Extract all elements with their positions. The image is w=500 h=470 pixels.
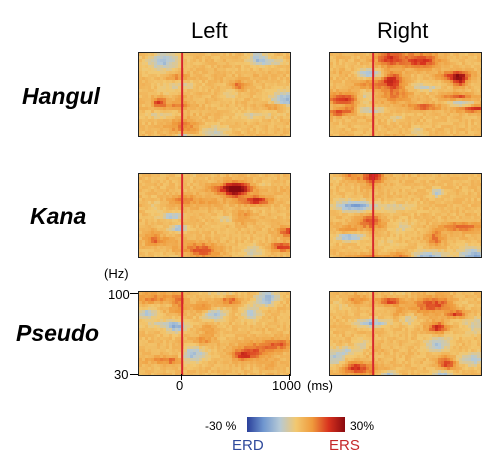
y-tick-top: 100 <box>108 287 130 302</box>
heatmap-hangul-left <box>138 52 291 137</box>
x-tick-end: 1000 <box>272 378 301 393</box>
heatmap-pseudo-right <box>329 291 482 376</box>
colorbar-min-label: -30 % <box>205 419 237 433</box>
x-tick-mark-zero <box>181 374 182 380</box>
x-tick-mark-end <box>289 374 290 380</box>
colorbar-max-label: 30% <box>350 419 375 433</box>
column-header-right: Right <box>377 18 429 43</box>
y-tick-mark-top <box>130 293 138 294</box>
heatmap-kana-left <box>138 173 291 258</box>
colorbar <box>247 417 345 432</box>
colorbar-erd-label: ERD <box>232 437 264 454</box>
row-label-hangul: Hangul <box>22 83 100 109</box>
heatmap-kana-right <box>329 173 482 258</box>
heatmap-pseudo-left <box>138 291 291 376</box>
heatmap-hangul-right <box>329 52 482 137</box>
x-axis-unit: (ms) <box>307 378 333 393</box>
colorbar-ers-label: ERS <box>329 437 360 454</box>
column-header-left: Left <box>191 18 228 43</box>
y-axis-unit: (Hz) <box>104 266 129 281</box>
row-label-pseudo: Pseudo <box>16 320 100 346</box>
x-tick-zero: 0 <box>176 378 184 393</box>
row-label-kana: Kana <box>30 203 87 229</box>
y-tick-mark-bottom <box>130 374 138 375</box>
y-tick-bottom: 30 <box>114 367 129 382</box>
